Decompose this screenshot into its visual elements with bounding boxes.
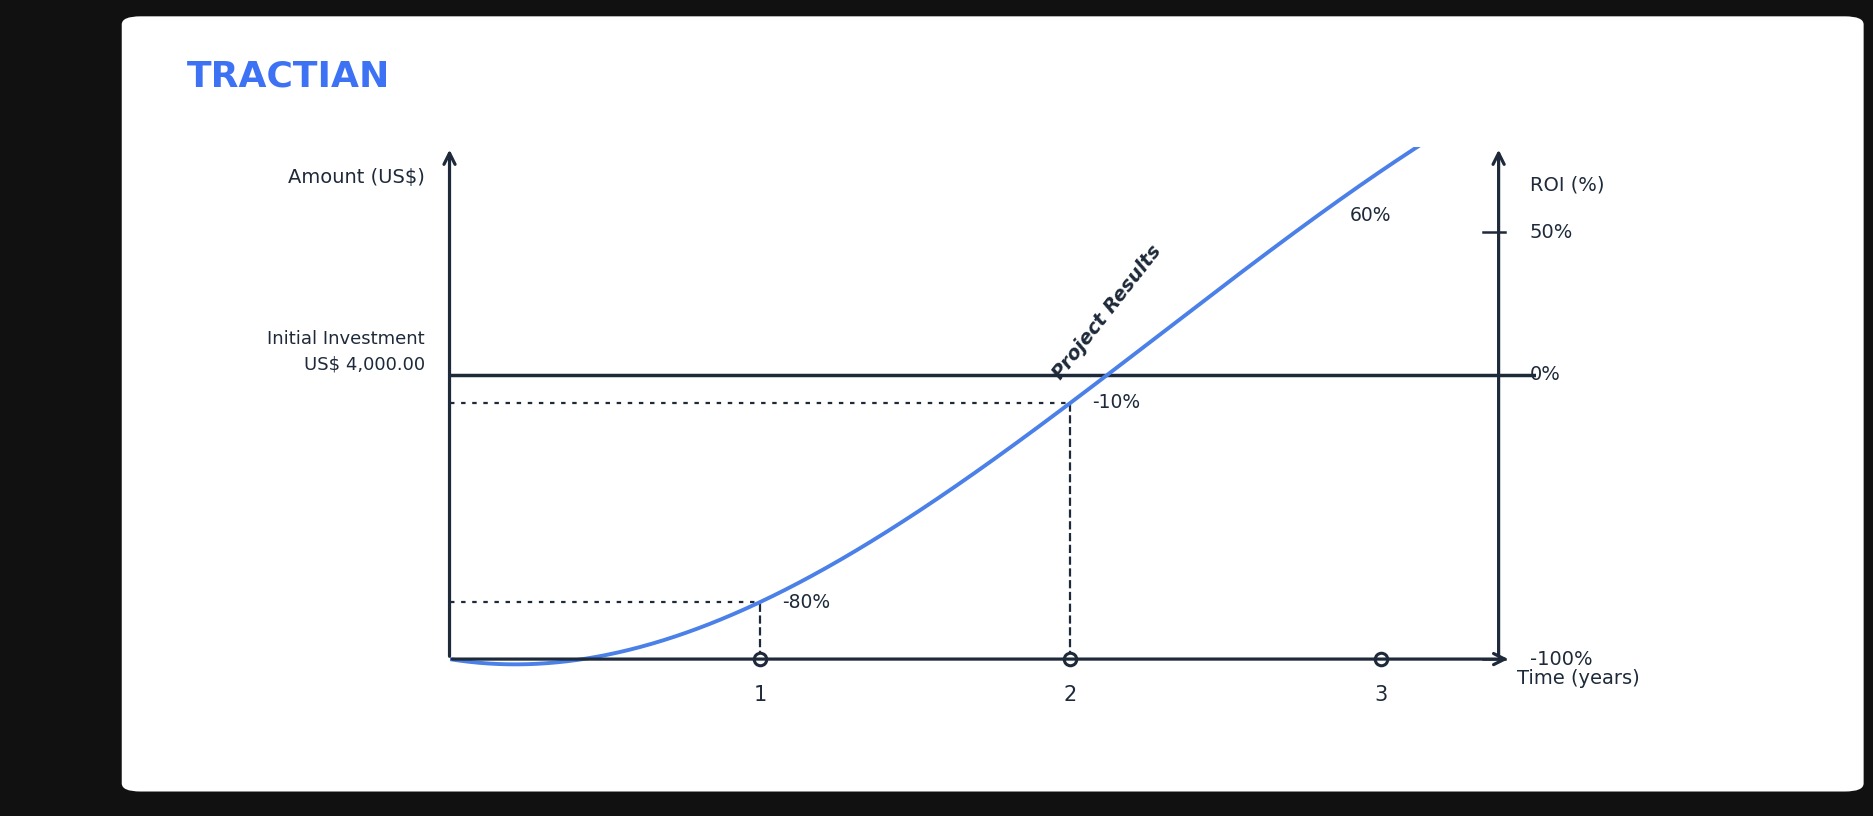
Text: TRACTIAN: TRACTIAN [187, 60, 391, 94]
Text: 60%: 60% [1350, 206, 1392, 224]
Text: Amount (US$): Amount (US$) [288, 168, 425, 187]
Text: -80%: -80% [781, 592, 830, 612]
Text: -100%: -100% [1530, 650, 1592, 668]
Text: 0%: 0% [1530, 365, 1560, 384]
Text: Time (years): Time (years) [1517, 669, 1641, 689]
Text: 1: 1 [753, 685, 766, 705]
Text: Initial Investment
US$ 4,000.00: Initial Investment US$ 4,000.00 [268, 330, 425, 373]
Text: Project Results: Project Results [1049, 242, 1165, 383]
Text: 2: 2 [1064, 685, 1077, 705]
Text: -10%: -10% [1092, 393, 1141, 412]
Text: ROI (%): ROI (%) [1530, 175, 1603, 194]
Text: 50%: 50% [1530, 223, 1573, 242]
Text: 3: 3 [1375, 685, 1388, 705]
